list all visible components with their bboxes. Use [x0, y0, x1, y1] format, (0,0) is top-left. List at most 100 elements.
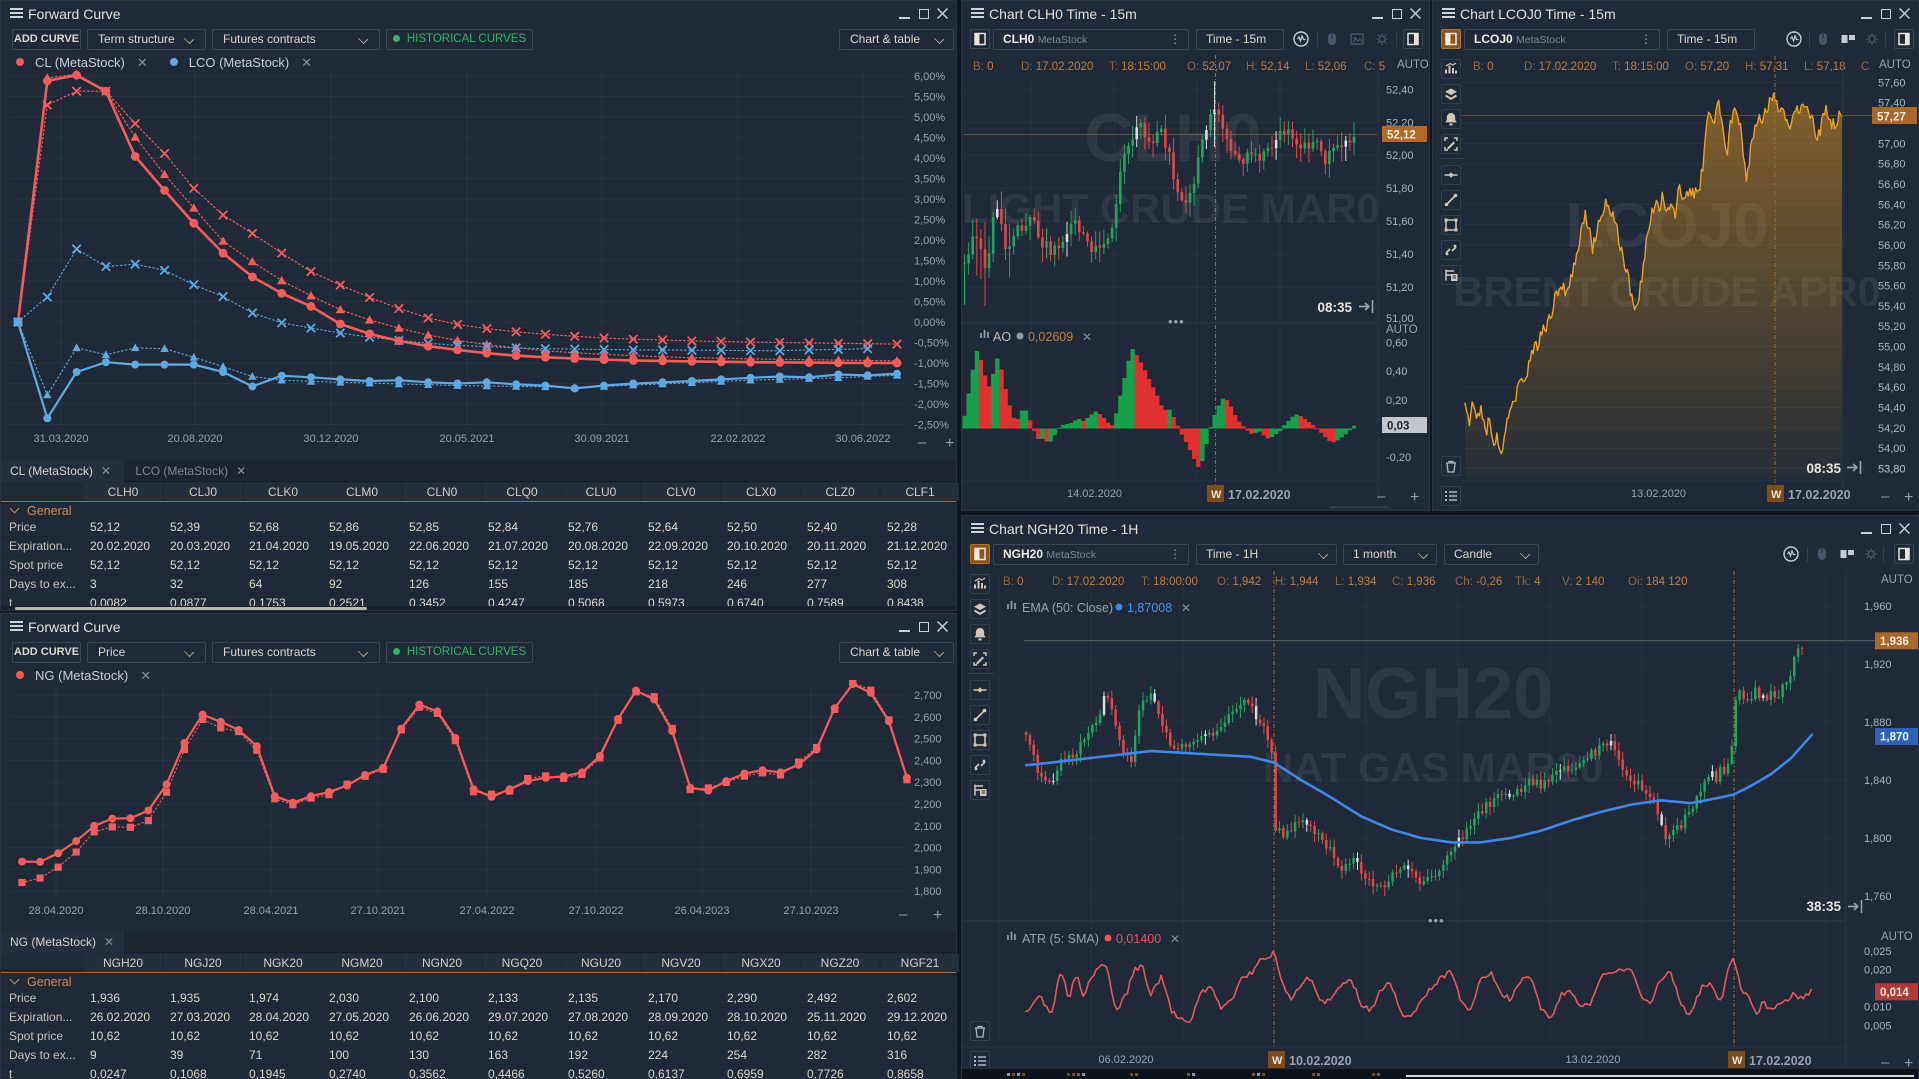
svg-text:1,960: 1,960: [1864, 601, 1892, 613]
svg-text:Tk: 4: Tk: 4: [1515, 576, 1541, 588]
svg-text:+: +: [1410, 489, 1419, 506]
svg-text:54,20: 54,20: [1878, 423, 1906, 435]
svg-text:51,80: 51,80: [1386, 183, 1414, 195]
svg-text:Oi: 184 120: Oi: 184 120: [1628, 576, 1687, 588]
svg-text:•••: •••: [1428, 913, 1445, 928]
svg-text:1,800: 1,800: [914, 886, 942, 898]
svg-text:2,000: 2,000: [914, 843, 942, 855]
svg-text:•••: •••: [1168, 314, 1185, 329]
svg-text:1,840: 1,840: [1864, 775, 1892, 787]
svg-text:55,80: 55,80: [1878, 260, 1906, 272]
svg-text:5,50%: 5,50%: [914, 92, 945, 104]
svg-text:30.12.2020: 30.12.2020: [303, 433, 358, 445]
svg-text:17.02.2020: 17.02.2020: [1749, 1054, 1812, 1068]
svg-text:08:35: 08:35: [1317, 300, 1352, 315]
svg-text:55,40: 55,40: [1878, 301, 1906, 313]
svg-text:C: C: [1861, 61, 1869, 73]
svg-text:5,00%: 5,00%: [914, 112, 945, 124]
svg-text:-2,50%: -2,50%: [914, 420, 949, 432]
svg-text:51,20: 51,20: [1386, 282, 1414, 294]
svg-text:W: W: [1211, 489, 1222, 501]
svg-text:+: +: [1904, 489, 1913, 506]
svg-text:L: 57,18: L: 57,18: [1804, 61, 1846, 73]
svg-text:1,936: 1,936: [1880, 636, 1909, 648]
svg-text:2,700: 2,700: [914, 690, 942, 702]
svg-text:27.10.2022: 27.10.2022: [568, 905, 623, 917]
svg-text:✕: ✕: [1082, 330, 1092, 344]
svg-text:0,50%: 0,50%: [914, 297, 945, 309]
svg-text:54,60: 54,60: [1878, 382, 1906, 394]
svg-text:2,00%: 2,00%: [914, 235, 945, 247]
svg-text:T: 18:00:00: T: 18:00:00: [1141, 576, 1198, 588]
svg-text:L: 52,06: L: 52,06: [1305, 61, 1347, 73]
svg-text:T: 18:15:00: T: 18:15:00: [1109, 61, 1166, 73]
svg-text:AUTO: AUTO: [1881, 574, 1913, 586]
svg-text:–: –: [1881, 1054, 1890, 1071]
svg-text:W: W: [1272, 1055, 1283, 1067]
svg-text:+: +: [1904, 1055, 1913, 1072]
svg-text:57,40: 57,40: [1878, 98, 1906, 110]
svg-text:27.10.2021: 27.10.2021: [350, 905, 405, 917]
svg-text:06.02.2020: 06.02.2020: [1098, 1054, 1153, 1066]
svg-text:✕: ✕: [1181, 601, 1191, 615]
svg-text:51,00: 51,00: [1386, 313, 1414, 325]
svg-text:52,00: 52,00: [1386, 150, 1414, 162]
svg-text:H: 1,944: H: 1,944: [1275, 576, 1319, 588]
svg-text:53,80: 53,80: [1878, 464, 1906, 476]
svg-text:28.04.2020: 28.04.2020: [28, 905, 83, 917]
svg-text:0,010: 0,010: [1864, 1002, 1892, 1014]
svg-text:1,880: 1,880: [1864, 717, 1892, 729]
svg-text:1,800: 1,800: [1864, 833, 1892, 845]
svg-text:1,900: 1,900: [914, 864, 942, 876]
svg-text:10.02.2020: 10.02.2020: [1289, 1054, 1352, 1068]
svg-text:-1,50%: -1,50%: [914, 379, 949, 391]
svg-text:27.10.2023: 27.10.2023: [783, 905, 838, 917]
svg-text:2,200: 2,200: [914, 799, 942, 811]
svg-text:56,60: 56,60: [1878, 179, 1906, 191]
svg-text:57,60: 57,60: [1878, 77, 1906, 89]
svg-text:+: +: [933, 907, 942, 924]
svg-text:+: +: [945, 435, 954, 452]
svg-text:V: 2 140: V: 2 140: [1562, 576, 1604, 588]
svg-text:C: 5: C: 5: [1364, 61, 1385, 73]
svg-text:2,100: 2,100: [914, 821, 942, 833]
svg-text:3,00%: 3,00%: [914, 194, 945, 206]
svg-text:13.02.2020: 13.02.2020: [1631, 488, 1686, 500]
svg-text:NAT GAS MAR20: NAT GAS MAR20: [1263, 744, 1603, 791]
svg-text:2,600: 2,600: [914, 712, 942, 724]
svg-text:2,400: 2,400: [914, 755, 942, 767]
svg-text:57,00: 57,00: [1878, 138, 1906, 150]
svg-text:NGH20: NGH20: [1313, 654, 1553, 734]
svg-text:0,025: 0,025: [1864, 946, 1892, 958]
svg-text:0,00%: 0,00%: [914, 317, 945, 329]
svg-text:20.08.2020: 20.08.2020: [167, 433, 222, 445]
svg-text:17.02.2020: 17.02.2020: [1788, 488, 1851, 502]
svg-text:57,27: 57,27: [1877, 112, 1906, 124]
svg-text:B: 0: B: 0: [1003, 576, 1023, 588]
svg-text:55,60: 55,60: [1878, 281, 1906, 293]
svg-text:08:35: 08:35: [1806, 461, 1841, 476]
svg-text:20.05.2021: 20.05.2021: [439, 433, 494, 445]
svg-text:AUTO: AUTO: [1386, 324, 1418, 336]
svg-text:–: –: [918, 434, 927, 451]
svg-text:ATR (5: SMA): ATR (5: SMA): [1022, 932, 1099, 946]
svg-text:-2,00%: -2,00%: [914, 399, 949, 411]
svg-text:38:35: 38:35: [1806, 899, 1841, 914]
svg-text:–: –: [1881, 488, 1890, 505]
svg-text:55,20: 55,20: [1878, 321, 1906, 333]
svg-text:1,870: 1,870: [1880, 732, 1909, 744]
svg-text:51,60: 51,60: [1386, 216, 1414, 228]
svg-text:28.04.2021: 28.04.2021: [243, 905, 298, 917]
svg-text:1,50%: 1,50%: [914, 256, 945, 268]
svg-text:L: 1,934: L: 1,934: [1335, 576, 1377, 588]
svg-text:1,920: 1,920: [1864, 659, 1892, 671]
svg-text:30.09.2021: 30.09.2021: [574, 433, 629, 445]
svg-text:0,014: 0,014: [1880, 987, 1909, 999]
svg-text:0,03: 0,03: [1387, 421, 1409, 433]
svg-text:O: 1,942: O: 1,942: [1217, 576, 1261, 588]
svg-text:AUTO: AUTO: [1879, 59, 1911, 71]
svg-text:0,40: 0,40: [1386, 366, 1407, 378]
svg-text:D: 17.02.2020: D: 17.02.2020: [1052, 576, 1124, 588]
svg-text:53,80: 53,80: [1878, 464, 1906, 476]
svg-text:D: 17.02.2020: D: 17.02.2020: [1021, 61, 1093, 73]
